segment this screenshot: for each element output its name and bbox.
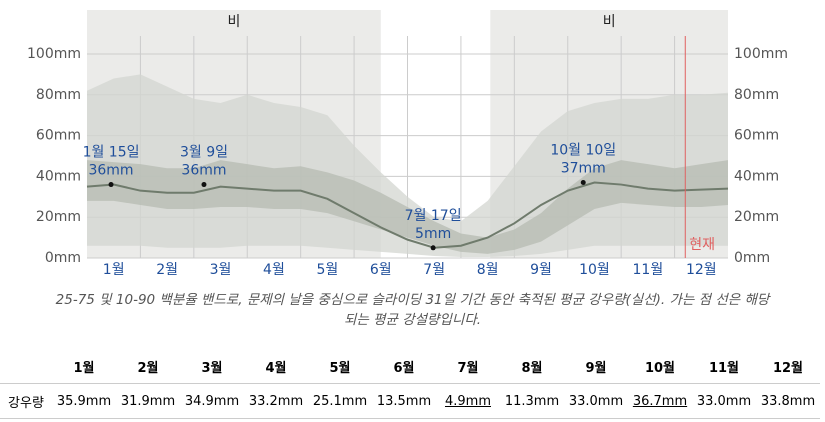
rain-value: 33.2mm — [244, 383, 308, 419]
percentile-band — [87, 160, 728, 254]
month-header: 9월 — [585, 361, 607, 376]
chart: 비 비 0mm 0mm 20mm 20mm 40mm 40mm 60mm 60mm 80mm 80mm… — [27, 10, 788, 278]
annotation-point — [108, 182, 114, 188]
now-label: 현재 — [689, 237, 715, 253]
x-tick-label: 7월 — [423, 262, 445, 278]
rain-value: 25.1mm — [308, 383, 372, 419]
month-header: 4월 — [265, 361, 287, 376]
rain-value: 33.0mm — [564, 383, 628, 419]
y-tick-label: 0mm — [45, 250, 81, 266]
y2-tick-label: 40mm — [734, 168, 779, 184]
x-tick-label: 12월 — [686, 262, 717, 278]
annotation-value: 36mm — [181, 163, 226, 179]
rain-value: 33.0mm — [692, 383, 756, 419]
month-header: 1월 — [73, 361, 95, 376]
x-tick-label: 9월 — [530, 262, 552, 278]
annotation-date: 7월 17일 — [405, 208, 462, 224]
month-header: 8월 — [521, 361, 543, 376]
y-tick-label: 100mm — [27, 46, 81, 62]
y2-tick-label: 0mm — [734, 250, 770, 266]
rain-value: 13.5mm — [372, 383, 436, 419]
x-tick-label: 4월 — [263, 262, 285, 278]
month-header: 12월 — [772, 361, 804, 376]
annotation-value: 37mm — [561, 161, 606, 177]
month-header: 5월 — [329, 361, 351, 376]
rain-table: 1월 2월 3월 4월 5월 6월 7월 8월 9월 10월 11월 12월 강우량 35.9mm 31.… — [0, 350, 820, 419]
season-label: 비 — [603, 14, 616, 30]
month-header: 11월 — [708, 361, 740, 376]
x-tick-label: 2월 — [156, 262, 178, 278]
annotation-date: 3월 9일 — [180, 145, 228, 161]
value-row: 강우량 35.9mm 31.9mm 34.9mm 33.2mm 25.1mm 13.5mm 4… — [0, 383, 820, 419]
rain-value: 34.9mm — [180, 383, 244, 419]
rain-value: 36.7mm — [628, 383, 692, 419]
x-tick-label: 5월 — [316, 262, 338, 278]
season-label: 비 — [227, 14, 240, 30]
median-line — [86, 181, 729, 249]
y2-tick-label: 100mm — [734, 46, 788, 62]
rain-value: 11.3mm — [500, 383, 564, 419]
x-tick-label: 3월 — [210, 262, 232, 278]
y-tick-label: 20mm — [36, 209, 81, 225]
annotation-date: 1월 15일 — [83, 145, 140, 161]
y2-tick-label: 80mm — [734, 87, 779, 103]
x-tick-label: 11월 — [633, 262, 664, 278]
annotation-date: 10월 10일 — [550, 143, 616, 159]
x-tick-label: 10월 — [579, 262, 610, 278]
header-row: 1월 2월 3월 4월 5월 6월 7월 8월 9월 10월 11월 12월 — [0, 350, 820, 384]
month-header: 7월 — [457, 361, 479, 376]
y2-tick-label: 20mm — [734, 209, 779, 225]
rain-value: 35.9mm — [52, 383, 116, 419]
month-header: 2월 — [137, 361, 159, 376]
month-header: 3월 — [201, 361, 223, 376]
annotation-point — [201, 182, 207, 188]
y-tick-label: 80mm — [36, 87, 81, 103]
y-tick-label: 40mm — [36, 168, 81, 184]
corner — [0, 350, 52, 384]
row-label: 강우량 — [0, 383, 52, 419]
annotation-value: 5mm — [415, 226, 451, 242]
x-tick-label: 1월 — [103, 262, 125, 278]
annotation-point — [430, 245, 436, 251]
rain-value: 4.9mm — [436, 383, 500, 419]
month-header: 6월 — [393, 361, 415, 376]
y2-tick-label: 60mm — [734, 128, 779, 144]
rain-value: 33.8mm — [756, 383, 820, 419]
month-header: 10월 — [644, 361, 676, 376]
annotation-point — [580, 180, 586, 186]
caption: 25-75 및 10-90 백분율 밴드로, 문제의 날을 중심으로 슬라이딩 … — [55, 292, 770, 328]
rain-value: 31.9mm — [116, 383, 180, 419]
y-tick-label: 60mm — [36, 128, 81, 144]
x-tick-label: 8월 — [477, 262, 499, 278]
annotation-value: 36mm — [88, 163, 133, 179]
x-tick-label: 6월 — [370, 262, 392, 278]
